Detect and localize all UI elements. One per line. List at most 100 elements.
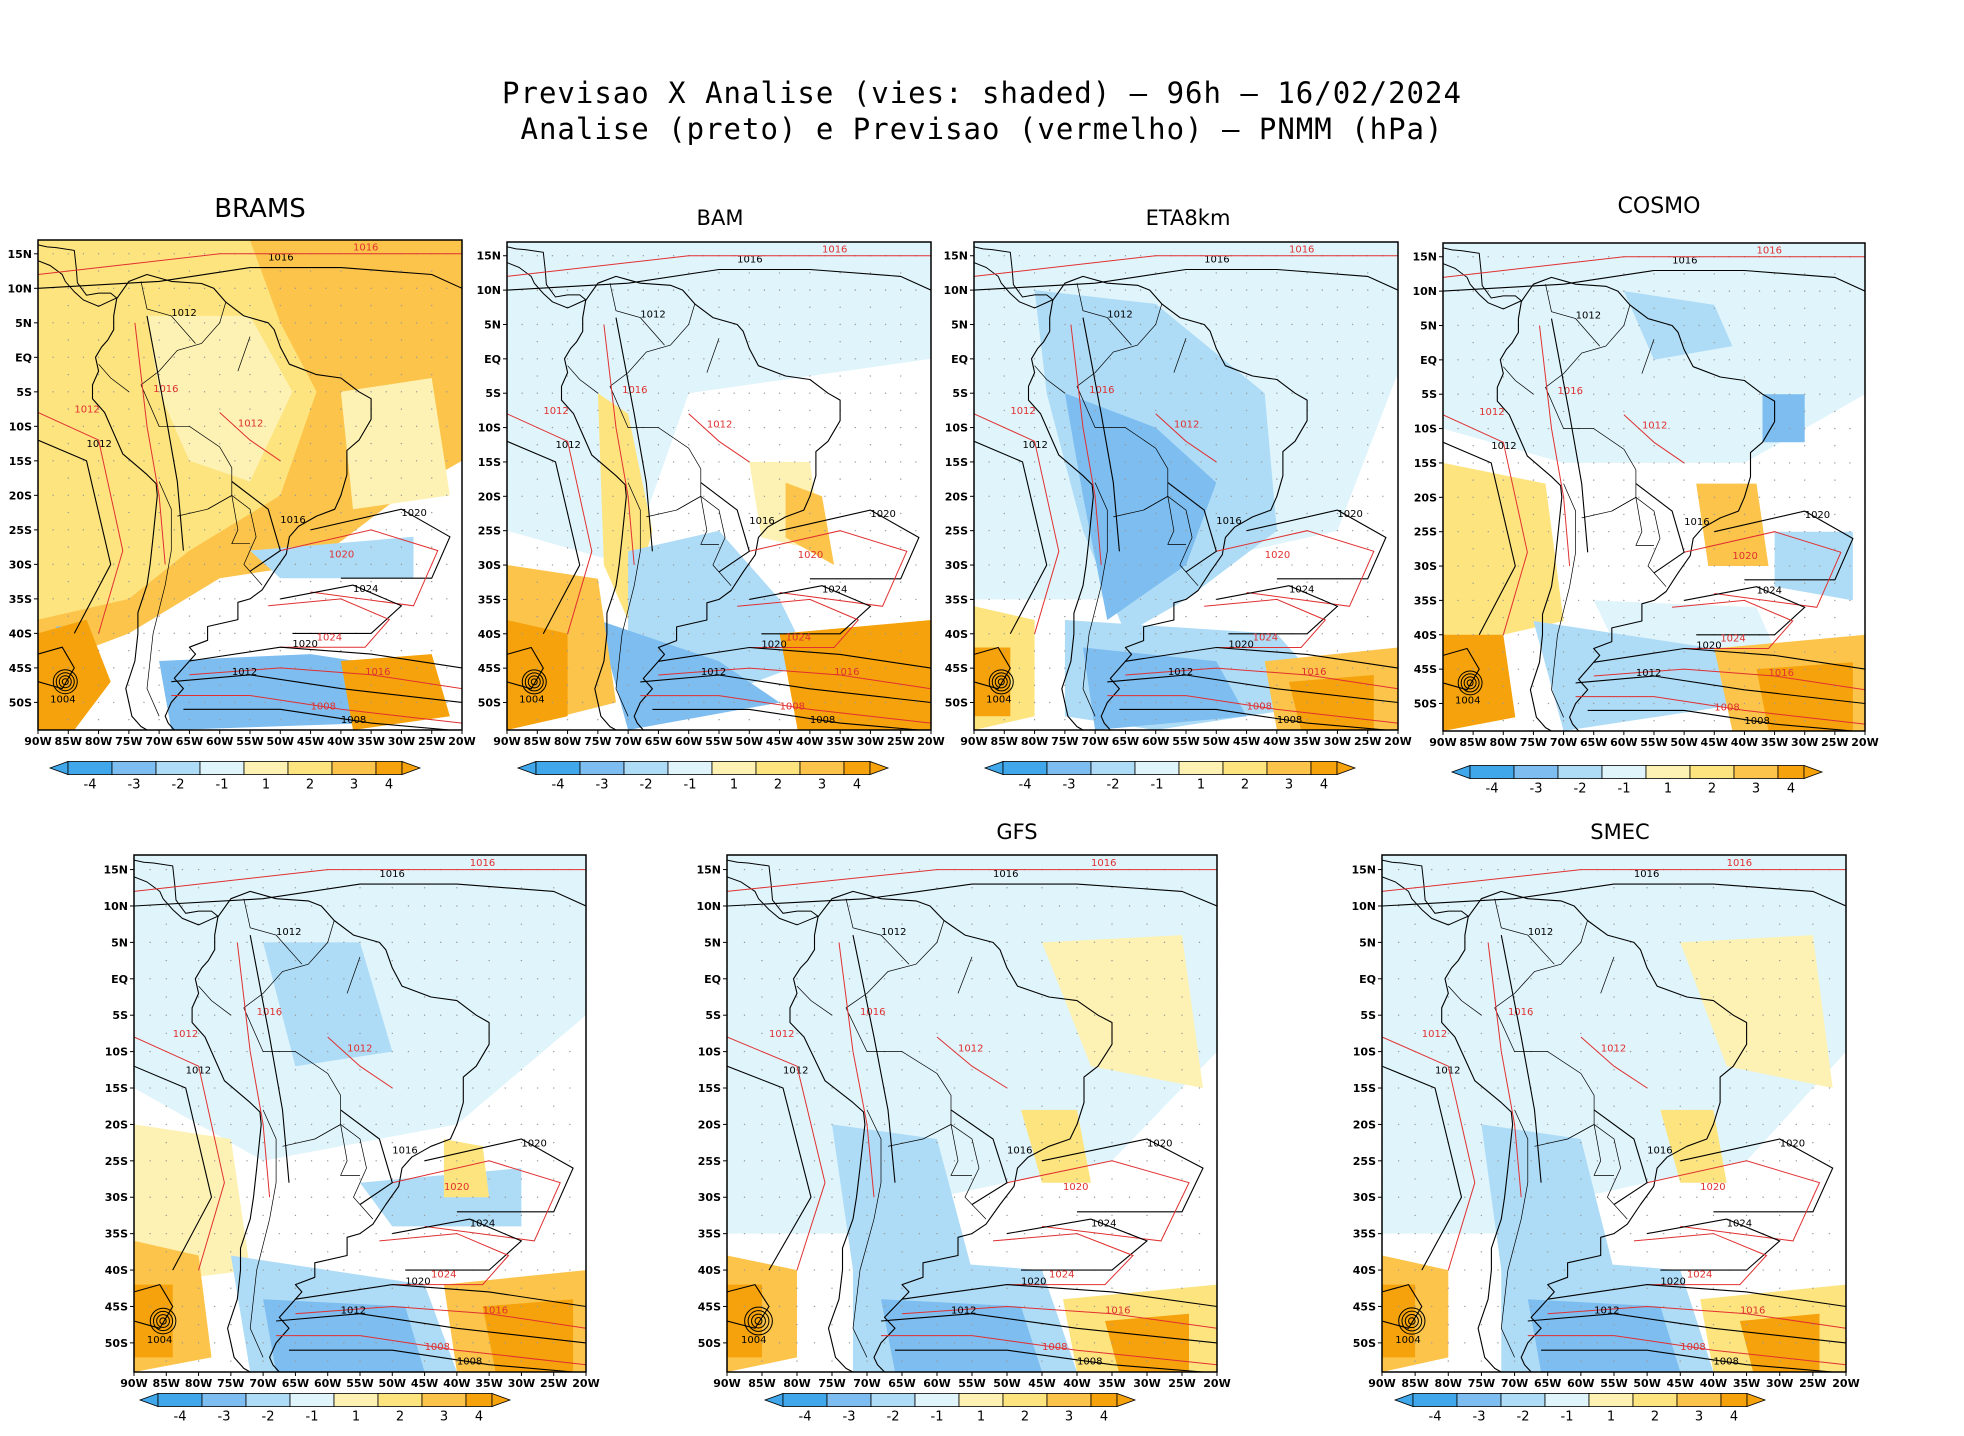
analysis-isobar-label: 1016 — [1007, 1146, 1032, 1157]
grid-dot — [181, 868, 184, 871]
grid-dot — [553, 1251, 555, 1253]
grid-dot — [703, 289, 705, 291]
grid-dot — [1502, 668, 1504, 670]
colorbar-label: -1 — [931, 1410, 944, 1425]
grid-dot — [1593, 273, 1595, 275]
grid-dot — [1276, 358, 1278, 360]
grid-dot — [359, 1014, 361, 1016]
grid-dot — [1064, 306, 1066, 308]
colorbar-label: 2 — [1241, 778, 1249, 793]
grid-dot — [391, 1360, 393, 1362]
forecast-isobar — [727, 1036, 826, 1271]
grid-dot — [703, 392, 705, 394]
grid-dot — [113, 253, 115, 255]
grid-dot — [1613, 1287, 1615, 1289]
grid-dot — [294, 868, 297, 871]
grid-dot — [869, 323, 872, 326]
grid-dot — [1563, 1050, 1565, 1053]
lat-label: 35S — [698, 1228, 721, 1241]
country-border — [249, 1109, 277, 1358]
grid-dot — [761, 1214, 763, 1217]
grid-dot — [1502, 496, 1504, 499]
grid-dot — [340, 477, 342, 479]
grid-dot — [165, 1305, 167, 1308]
analysis-isobar-label: 1004 — [147, 1335, 172, 1346]
grid-dot — [340, 373, 342, 376]
grid-dot — [627, 598, 629, 601]
grid-dot — [703, 667, 705, 669]
grid-dot — [627, 392, 629, 394]
grid-dot — [1336, 581, 1339, 583]
grid-dot — [657, 633, 660, 635]
grid-dot — [431, 667, 433, 669]
grid-dot — [1679, 1196, 1681, 1198]
grid-dot — [52, 322, 54, 324]
grid-dot — [918, 905, 921, 907]
lat-label: 15N — [103, 864, 128, 877]
grid-dot — [796, 887, 798, 889]
grid-dot — [385, 287, 387, 290]
colorbar-label: 3 — [440, 1410, 448, 1425]
forecast-isobar — [1539, 325, 1571, 567]
grid-dot — [249, 304, 251, 307]
grid-dot — [1367, 529, 1369, 532]
grid-dot — [918, 868, 921, 871]
grid-dot — [1464, 1232, 1466, 1235]
grid-dot — [831, 978, 833, 980]
colorbar-label: -4 — [84, 778, 97, 793]
grid-dot — [1124, 667, 1127, 669]
grid-dot — [249, 684, 251, 686]
grid-dot — [1457, 496, 1459, 499]
grid-dot — [97, 460, 100, 462]
grid-dot — [794, 667, 796, 669]
grid-dot — [1696, 1050, 1698, 1053]
grid-dot — [446, 494, 448, 497]
grid-dot — [113, 460, 115, 462]
grid-dot — [1593, 445, 1595, 447]
bias-shading-neg2 — [263, 942, 393, 1067]
grid-dot — [309, 425, 312, 428]
grid-dot — [165, 1251, 167, 1253]
grid-dot — [375, 905, 377, 907]
grid-dot — [1181, 905, 1183, 907]
grid-dot — [718, 529, 720, 532]
grid-dot — [1593, 668, 1595, 670]
grid-dot — [1245, 684, 1248, 687]
grid-dot — [1728, 290, 1731, 292]
grid-dot — [761, 923, 763, 925]
grid-dot — [1562, 530, 1565, 533]
grid-dot — [1532, 359, 1535, 361]
grid-dot — [415, 287, 418, 290]
grid-dot — [1487, 634, 1489, 636]
grid-dot — [1646, 1123, 1648, 1126]
lat-label: 50S — [105, 1337, 128, 1350]
grid-dot — [1414, 1360, 1416, 1362]
grid-dot — [536, 495, 538, 498]
grid-dot — [1230, 426, 1233, 429]
lat-label: 15S — [1414, 457, 1437, 470]
grid-dot — [1593, 651, 1595, 653]
grid-dot — [582, 633, 584, 635]
grid-dot — [597, 547, 599, 549]
colorbar-swatch — [958, 1393, 1004, 1407]
grid-dot — [1623, 341, 1625, 344]
grid-dot — [1513, 996, 1516, 998]
grid-dot — [309, 511, 312, 514]
grid-dot — [657, 306, 660, 308]
grid-dot — [97, 477, 100, 479]
grid-dot — [400, 701, 403, 704]
grid-dot — [1198, 1196, 1201, 1198]
colorbar-label: 2 — [774, 778, 782, 793]
grid-dot — [203, 701, 206, 704]
grid-dot — [165, 1087, 167, 1089]
grid-dot — [1502, 479, 1504, 481]
grid-dot — [1713, 290, 1715, 292]
grid-dot — [1683, 410, 1685, 413]
colorbar-swatch — [157, 1393, 203, 1407]
grid-dot — [839, 478, 841, 480]
grid-dot — [1367, 701, 1369, 704]
analysis-isobar-label: 1008 — [1744, 716, 1769, 727]
grid-dot — [1653, 462, 1655, 464]
grid-dot — [1472, 548, 1474, 550]
lat-label: 25S — [105, 1155, 128, 1168]
